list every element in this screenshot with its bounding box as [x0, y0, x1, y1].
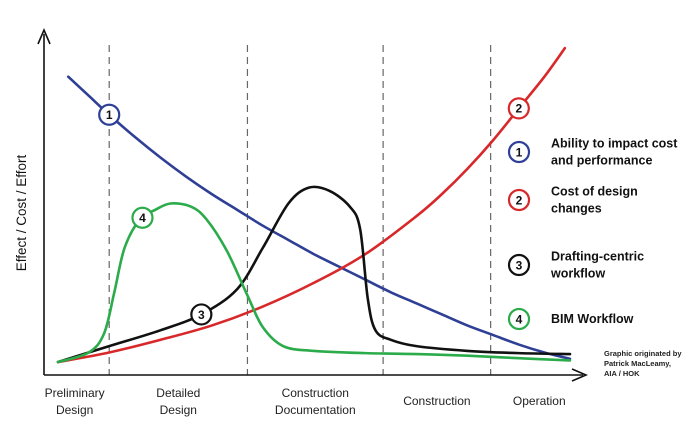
legend-label-1-line-2: and performance [551, 154, 652, 168]
phase-label-construction-4: Construction [403, 394, 470, 408]
legend-marker-4 [507, 307, 531, 331]
phase-divider-group [108, 45, 492, 375]
phase-label-construction-3: Construction [282, 386, 349, 400]
legend-label-2-line-2: changes [551, 202, 602, 216]
series-marker-1 [98, 103, 121, 126]
credit-line-2: Patrick MacLeamy, [604, 359, 671, 368]
credit-line-3: AIA / HOK [604, 369, 640, 378]
legend-marker-number-3: 3 [516, 258, 523, 272]
series-group [56, 46, 572, 364]
legend-marker-number-2: 2 [516, 193, 523, 207]
legend-marker-3 [507, 253, 531, 277]
phase-label-detailed-2: Detailed [156, 386, 200, 400]
phase-label-group: Preliminary Design Detailed Design Construct… [45, 386, 566, 417]
series-marker-2 [507, 97, 530, 120]
series-line-cost-of-design-changes [56, 46, 567, 364]
series-line-bim-workflow [56, 202, 572, 364]
x-axis-arrowhead [571, 368, 589, 382]
legend-label-4-line-1: BIM Workflow [551, 312, 634, 326]
y-axis-arrowhead [37, 27, 51, 45]
credit-line-1: Graphic originated by [604, 349, 682, 358]
series-line-ability-to-impact-cost-and-performance [66, 75, 572, 361]
legend-label-2-line-1: Cost of design [551, 185, 638, 199]
phase-label-operation-5: Operation [513, 394, 566, 408]
legend-label-3-line-2: workflow [550, 267, 605, 281]
series-marker-number-2: 2 [515, 102, 522, 116]
series-marker-number-3: 3 [198, 308, 205, 322]
legend: 1 Ability to impact cost and performance 2 C… [507, 137, 678, 331]
phase-label-design-2: Design [160, 403, 197, 417]
legend-marker-number-4: 4 [516, 312, 523, 326]
phase-label-design-1: Design [56, 403, 93, 417]
series-marker-group: 1 2 3 4 [98, 97, 530, 326]
phase-label-preliminary-1: Preliminary [45, 386, 105, 400]
legend-label-1-line-1: Ability to impact cost [551, 137, 678, 151]
legend-marker-1 [507, 140, 531, 164]
legend-marker-2 [507, 188, 531, 212]
legend-marker-number-1: 1 [516, 145, 523, 159]
axes-group [37, 27, 589, 382]
y-axis-label: Effect / Cost / Effort [14, 154, 29, 271]
series-marker-4 [131, 206, 154, 229]
series-marker-number-1: 1 [106, 108, 113, 122]
legend-label-3-line-1: Drafting-centric [551, 250, 644, 264]
phase-label-documentation-3: Documentation [275, 403, 356, 417]
series-marker-number-4: 4 [139, 211, 146, 225]
series-marker-3 [190, 303, 213, 326]
